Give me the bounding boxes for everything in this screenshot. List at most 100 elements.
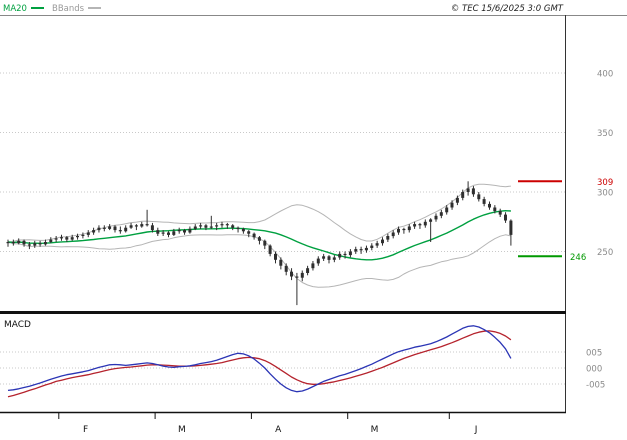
candle-body (70, 237, 74, 240)
candle-body (167, 232, 170, 235)
candle-body (38, 243, 42, 245)
candle-body (455, 197, 459, 203)
candle-body (65, 237, 69, 240)
bollinger-upper-band (7, 183, 511, 243)
candle-body (193, 226, 197, 229)
price-axis-label: 300 (597, 189, 613, 199)
candle-body (445, 207, 449, 213)
candle-body (33, 243, 37, 246)
candle-body (290, 271, 293, 277)
candle-body (268, 245, 272, 254)
price-axis-label: 350 (597, 129, 613, 139)
macd-axis-label: 005 (586, 349, 602, 359)
candle-body (391, 232, 395, 237)
candle-body (423, 221, 427, 226)
candle-body (263, 240, 267, 246)
candle-body (279, 259, 283, 266)
candle-body (92, 230, 96, 233)
candle-body (439, 212, 443, 216)
candle-body (247, 231, 251, 234)
candle-body (488, 203, 491, 208)
candle-body (450, 202, 454, 208)
candle-body (274, 253, 277, 260)
candle-body (124, 227, 128, 232)
chart-header: MA20 BBands © TEC 15/6/2025 3:0 GMT (3, 4, 564, 14)
candle-body (509, 220, 513, 235)
candle-body (364, 247, 368, 251)
candle-body (81, 234, 85, 236)
candle-body (220, 224, 224, 226)
candle-body (461, 192, 465, 198)
candle-body (6, 242, 10, 244)
month-label: F (83, 425, 88, 435)
candle-body (236, 227, 240, 229)
candle-body (183, 230, 186, 233)
candle-body (504, 214, 507, 221)
candle-body (252, 233, 256, 238)
candle-body (311, 263, 315, 269)
macd-line (7, 325, 512, 393)
candle-body (397, 228, 400, 233)
candle-body (118, 230, 122, 232)
candle-body (498, 211, 502, 215)
candle-body (156, 230, 160, 234)
candle-body (172, 231, 176, 235)
candle-body (413, 224, 417, 227)
signal-line (7, 330, 512, 398)
candle-body (108, 226, 112, 229)
candle-body (17, 240, 21, 244)
candle-body (284, 265, 288, 272)
panel-separator (0, 311, 566, 314)
candle-body (359, 249, 363, 251)
ma20-line (7, 209, 511, 261)
support-level-label: 246 (570, 253, 586, 263)
resistance-level-label: 309 (597, 178, 613, 188)
candle-body (381, 239, 384, 244)
candle-body (150, 225, 154, 231)
candle-body (22, 240, 26, 245)
candle-body (306, 268, 310, 273)
candle-body (332, 257, 336, 260)
candle-body (434, 215, 438, 220)
candle-body (11, 242, 15, 244)
candle-body (27, 244, 31, 246)
legend-bbands-label: BBands (52, 4, 85, 14)
candle-body (386, 236, 390, 240)
price-panel: 400 350 300 250 309 246 (0, 70, 613, 306)
macd-axis-label: 000 (586, 365, 602, 375)
candle-body (145, 224, 149, 226)
candle-body (60, 237, 63, 239)
candle-body (466, 188, 470, 192)
candle-body (215, 225, 219, 227)
legend-ma20-label: MA20 (3, 4, 27, 14)
macd-axis-label: -005 (586, 381, 605, 391)
candle-body (241, 228, 245, 232)
candle-body (204, 225, 208, 228)
candle-body (354, 249, 358, 252)
candle-body (140, 224, 144, 227)
month-label: J (474, 425, 478, 435)
candle-body (113, 226, 117, 231)
candle-body (370, 245, 374, 248)
candle-body (493, 207, 497, 212)
candle-body (188, 228, 192, 233)
candle-body (375, 243, 379, 246)
candle-body (161, 232, 165, 234)
candle-body (86, 232, 90, 235)
macd-panel-label: MACD (4, 320, 31, 330)
candle-body (54, 238, 58, 240)
candle-body (231, 225, 235, 228)
candle-body (177, 230, 181, 232)
candle-body (43, 242, 47, 245)
candle-body (209, 226, 213, 228)
price-axis-label: 400 (597, 70, 613, 80)
candle-body (471, 188, 475, 195)
candle-body (257, 237, 261, 241)
month-label: M (371, 425, 379, 435)
candle-body (477, 194, 481, 200)
macd-panel: 005 000 -005 (0, 325, 605, 398)
candle-body (418, 224, 422, 226)
candle-body (482, 199, 486, 204)
